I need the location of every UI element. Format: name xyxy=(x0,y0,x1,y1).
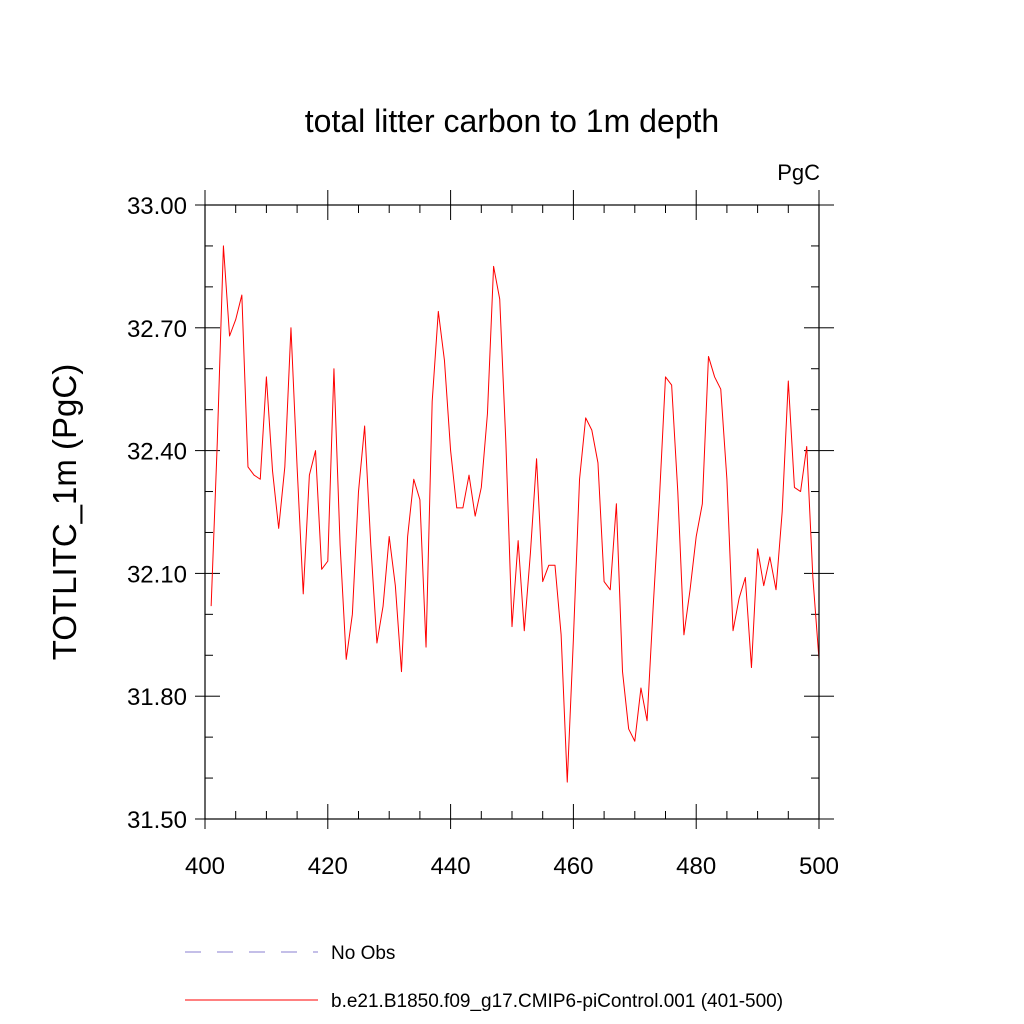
y-tick-label: 32.40 xyxy=(127,439,187,466)
series-line-picontrol xyxy=(210,245,820,783)
plot-frame xyxy=(204,204,820,820)
legend: No Obs b.e21.B1850.f09_g17.CMIP6-piContr… xyxy=(185,943,783,1012)
y-tick-labels: 31.50 31.80 32.10 32.40 32.70 33.00 xyxy=(127,193,187,834)
y-axis-label: TOTLITC_1m (PgC) xyxy=(46,364,83,660)
series-group xyxy=(210,245,820,783)
x-tick-label: 420 xyxy=(308,853,348,880)
y-tick-label: 32.10 xyxy=(127,561,187,588)
x-tick-label: 500 xyxy=(799,853,839,880)
x-tick-label: 400 xyxy=(185,853,225,880)
x-tick-label: 480 xyxy=(676,853,716,880)
x-tick-label: 460 xyxy=(553,853,593,880)
y-tick-label: 32.70 xyxy=(127,316,187,343)
y-tick-label: 33.00 xyxy=(127,193,187,220)
y-tick-label: 31.80 xyxy=(127,684,187,711)
chart-title: total litter carbon to 1m depth xyxy=(305,103,719,139)
y-tick-label: 31.50 xyxy=(127,807,187,834)
x-tick-label: 440 xyxy=(431,853,471,880)
legend-label-no-obs: No Obs xyxy=(331,943,395,964)
x-tick-labels: 400 420 440 460 480 500 xyxy=(185,853,839,880)
tick-marks xyxy=(195,190,834,829)
units-label: PgC xyxy=(777,160,820,185)
legend-label-picontrol: b.e21.B1850.f09_g17.CMIP6-piControl.001 … xyxy=(331,991,783,1012)
